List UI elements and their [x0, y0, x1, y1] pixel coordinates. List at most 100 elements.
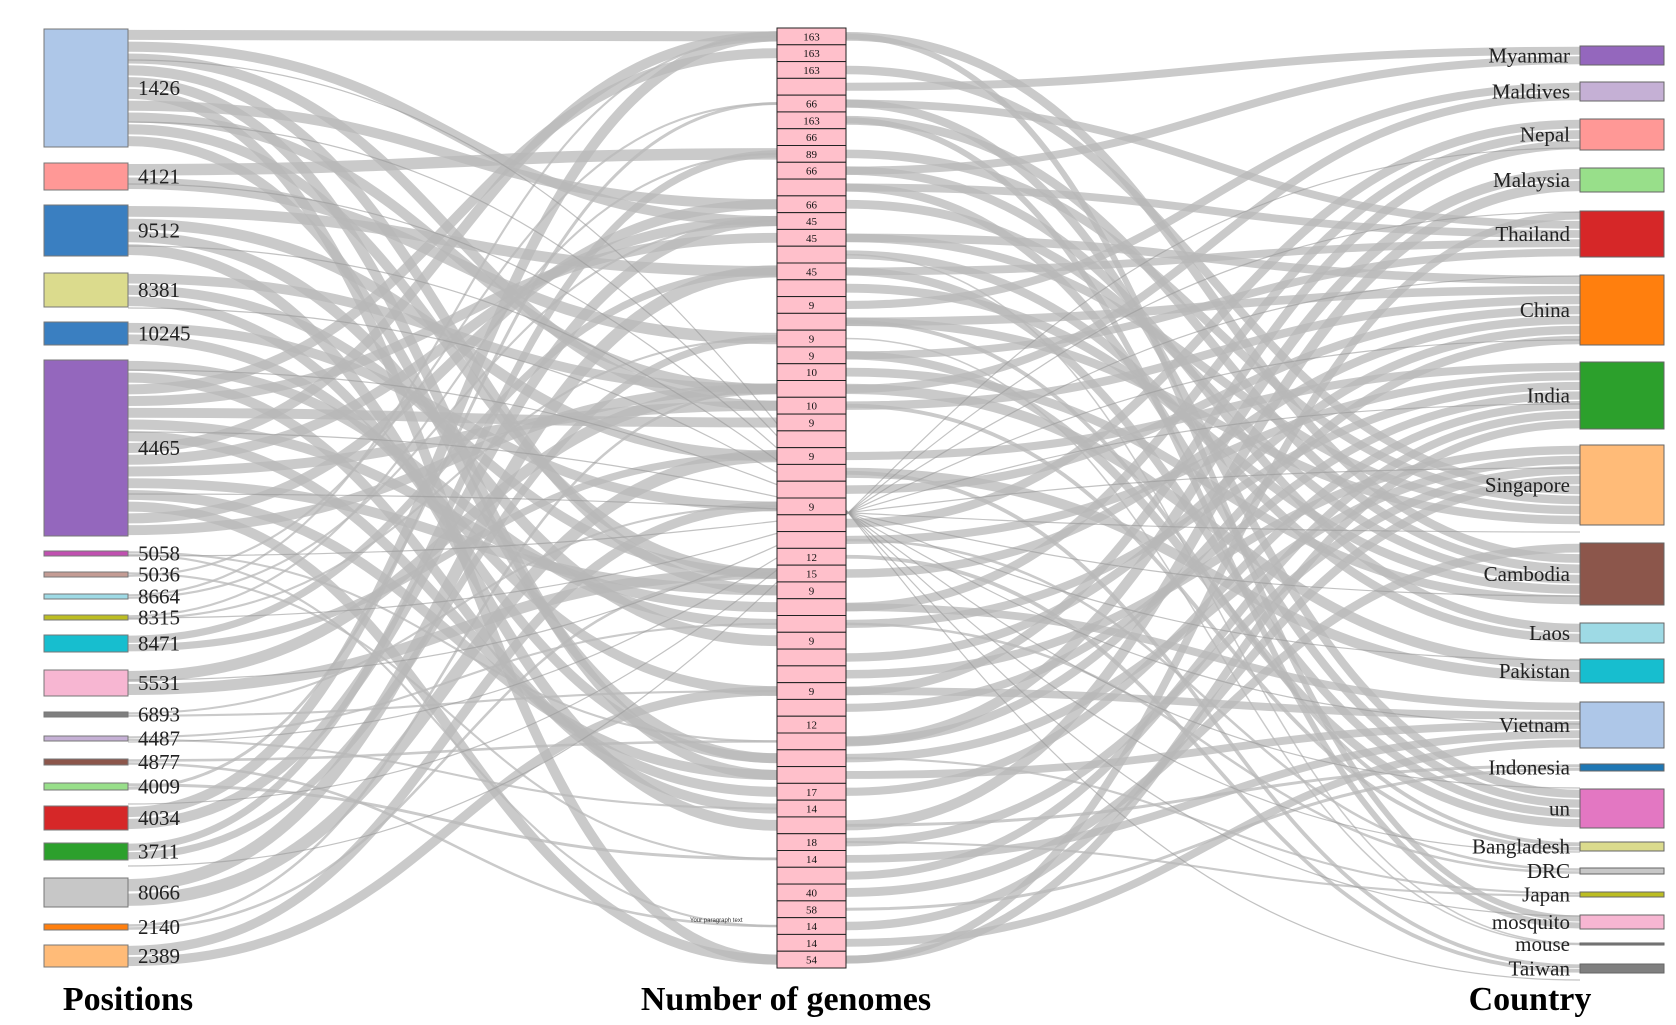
position-label: 4487 — [138, 727, 180, 751]
genome-count-label: 14 — [806, 854, 818, 866]
flow-link — [127, 267, 778, 643]
genome-count-label: 9 — [809, 636, 815, 648]
position-label: 5036 — [138, 563, 180, 587]
country-column: Myanmar Maldives Nepal Malaysia Thailand Chin… — [1472, 44, 1665, 981]
position-label: 4034 — [138, 806, 181, 830]
genome-node — [776, 615, 847, 633]
position-label: 8066 — [138, 881, 180, 905]
flow-link — [127, 232, 778, 407]
position-label: 8664 — [138, 585, 181, 609]
flow-link — [127, 31, 778, 453]
genome-node — [776, 866, 847, 885]
flow-link — [845, 467, 1581, 683]
country-label: Myanmar — [1488, 44, 1570, 68]
genome-count-label: 54 — [806, 955, 818, 967]
position-label: 5531 — [138, 671, 180, 695]
genome-count-label: 12 — [806, 552, 817, 564]
flow-link — [845, 32, 1581, 563]
flow-link — [845, 99, 1581, 799]
genome-count-label: 163 — [803, 48, 820, 60]
position-label: 8381 — [138, 278, 180, 302]
flow-link — [845, 372, 1581, 545]
genome-node — [776, 766, 847, 784]
genomes-column-title: Number of genomes — [641, 981, 931, 1018]
country-label: Pakistan — [1499, 659, 1571, 683]
genome-count-label: 9 — [809, 585, 815, 597]
genome-count-label: 58 — [806, 904, 818, 916]
genome-node — [776, 732, 847, 751]
flow-link — [845, 117, 1581, 929]
genome-node — [776, 480, 847, 499]
flow-link — [845, 319, 1581, 847]
flow-link — [127, 449, 778, 906]
genomes-column: 163 163 163 66 163 66 89 66 66 45 45 45 9 9 9 10 10 9 9 9 12… — [776, 27, 847, 969]
position-node — [43, 758, 129, 766]
flow-link — [845, 233, 1581, 285]
genome-node — [776, 698, 847, 717]
flow-link — [845, 317, 1581, 525]
genome-count-label: 18 — [806, 837, 818, 849]
flow-link — [845, 99, 1581, 229]
country-node — [1579, 444, 1665, 526]
flow-link — [127, 150, 778, 851]
genome-count-label: 9 — [809, 686, 815, 698]
country-node — [1579, 274, 1665, 346]
genome-node — [776, 279, 847, 298]
genome-count-label: 9 — [809, 501, 815, 513]
country-label: Maldives — [1492, 80, 1570, 104]
genome-count-label: 45 — [806, 233, 818, 245]
country-node — [1579, 210, 1665, 258]
flow-link — [127, 572, 778, 930]
flow-link — [845, 767, 1581, 911]
positions-column: 1426 4121 9512 8381 10245 4465 505850368664831… — [43, 28, 191, 968]
flow-link — [845, 92, 1581, 393]
position-node — [43, 550, 129, 557]
country-column-title: Country — [1469, 981, 1592, 1018]
genome-node — [776, 816, 847, 835]
position-node — [43, 782, 129, 791]
genome-node — [776, 950, 847, 969]
country-node — [1579, 81, 1665, 102]
flow-link — [127, 35, 778, 597]
position-node — [43, 735, 129, 742]
position-label: 3711 — [138, 840, 179, 864]
country-node — [1579, 763, 1665, 772]
country-node — [1579, 658, 1665, 684]
genome-count-label: 40 — [806, 887, 818, 899]
flow-link — [845, 183, 1581, 238]
genome-node — [776, 312, 847, 331]
genome-count-label: 14 — [806, 938, 818, 950]
genome-count-label: 10 — [806, 367, 818, 379]
genome-count-label: 163 — [803, 31, 820, 43]
country-label: Vietnam — [1499, 713, 1570, 737]
flow-link — [127, 501, 778, 956]
flow-link — [127, 215, 778, 830]
position-label: 5058 — [138, 542, 180, 566]
flow-link — [845, 757, 1581, 895]
country-node — [1579, 701, 1665, 749]
flow-link — [845, 166, 1581, 633]
country-node — [1579, 788, 1665, 829]
position-node — [43, 711, 129, 718]
flow-link — [127, 211, 1581, 805]
genome-count-label: 14 — [806, 804, 818, 816]
genome-count-label: 9 — [809, 350, 815, 362]
genome-node — [776, 245, 847, 264]
genomes-column-note: Your paragraph text — [690, 918, 743, 924]
position-label: 2389 — [138, 944, 180, 968]
position-node — [43, 944, 129, 968]
flow-link — [127, 31, 778, 818]
genome-node — [776, 430, 847, 449]
flow-link — [845, 253, 1581, 945]
country-label: India — [1527, 384, 1571, 408]
position-node — [43, 669, 129, 697]
position-node — [43, 359, 129, 537]
flow-link — [845, 351, 1581, 828]
flow-link — [127, 199, 778, 524]
country-label: China — [1520, 298, 1571, 322]
flow-link — [845, 721, 1581, 779]
country-node — [1579, 963, 1665, 974]
position-label: 4009 — [138, 775, 180, 799]
position-label: 8315 — [138, 606, 180, 630]
country-label: DRC — [1527, 859, 1570, 883]
